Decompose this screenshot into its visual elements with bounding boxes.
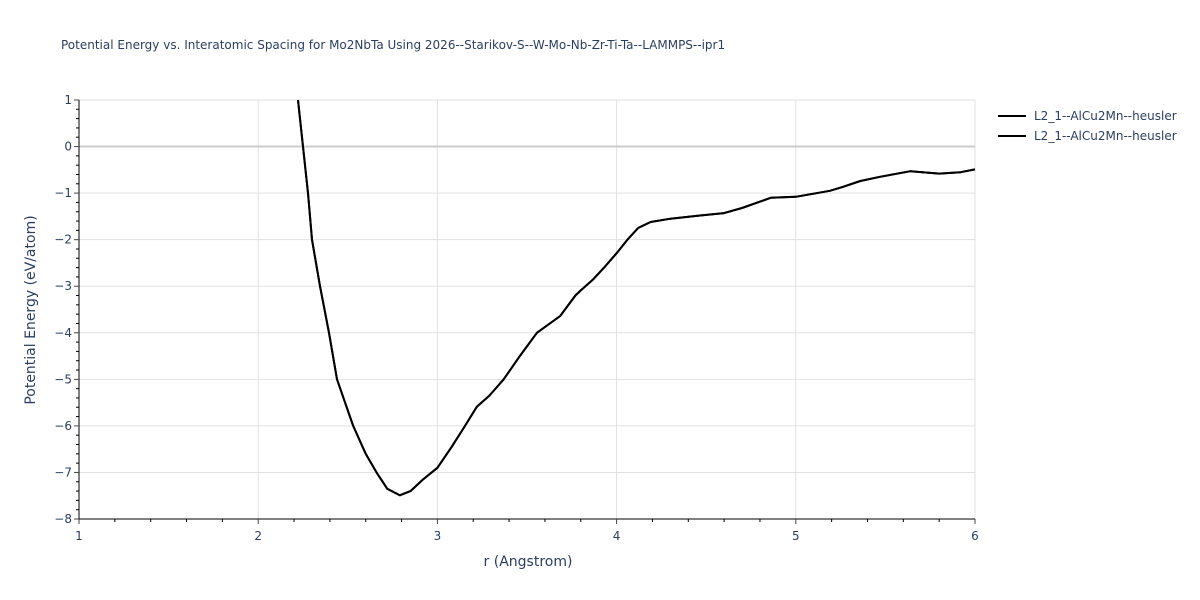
legend: L2_1--AlCu2Mn--heusler L2_1--AlCu2Mn--he… bbox=[998, 106, 1177, 146]
y-tick-label: 0 bbox=[64, 140, 72, 154]
line-swatch-icon bbox=[998, 135, 1026, 137]
y-tick-label: −8 bbox=[54, 512, 72, 526]
gridlines bbox=[79, 99, 976, 519]
x-tick-label: 3 bbox=[434, 529, 442, 543]
axes: 10−1−2−3−4−5−6−7−81 2 3 4 5 6 bbox=[54, 93, 979, 543]
legend-item[interactable]: L2_1--AlCu2Mn--heusler bbox=[998, 126, 1177, 146]
x-tick-label: 6 bbox=[971, 529, 979, 543]
y-tick-label: −6 bbox=[54, 419, 72, 433]
line-swatch-icon bbox=[998, 115, 1026, 117]
chart-title: Potential Energy vs. Interatomic Spacing… bbox=[61, 38, 726, 52]
series-line bbox=[297, 99, 976, 497]
y-tick-label: −7 bbox=[54, 465, 72, 479]
legend-item[interactable]: L2_1--AlCu2Mn--heusler bbox=[998, 106, 1177, 126]
legend-label: L2_1--AlCu2Mn--heusler bbox=[1034, 109, 1177, 123]
x-tick-label: 1 bbox=[75, 529, 83, 543]
x-tick-label: 2 bbox=[254, 529, 262, 543]
legend-label: L2_1--AlCu2Mn--heusler bbox=[1034, 129, 1177, 143]
y-tick-label: −1 bbox=[54, 186, 72, 200]
y-tick-label: −5 bbox=[54, 372, 72, 386]
y-tick-label: 1 bbox=[64, 93, 72, 107]
y-axis-title: Potential Energy (eV/atom) bbox=[23, 215, 39, 405]
y-tick-label: −2 bbox=[54, 233, 72, 247]
y-tick-label: −3 bbox=[54, 279, 72, 293]
series-lines bbox=[297, 99, 976, 497]
x-axis-title: r (Angstrom) bbox=[483, 554, 573, 570]
y-tick-label: −4 bbox=[54, 326, 72, 340]
series-line bbox=[297, 99, 976, 497]
x-tick-label: 4 bbox=[613, 529, 621, 543]
x-tick-label: 5 bbox=[792, 529, 800, 543]
